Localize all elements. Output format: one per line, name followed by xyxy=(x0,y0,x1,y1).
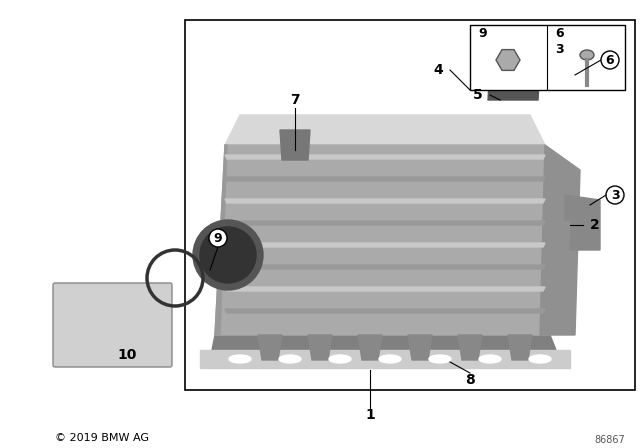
Ellipse shape xyxy=(479,355,501,363)
Polygon shape xyxy=(225,177,545,181)
Text: 3: 3 xyxy=(611,189,620,202)
Circle shape xyxy=(209,229,227,247)
Circle shape xyxy=(193,220,263,290)
Text: 1: 1 xyxy=(365,408,375,422)
Polygon shape xyxy=(308,335,332,360)
Polygon shape xyxy=(488,65,540,100)
Text: 8: 8 xyxy=(465,373,475,387)
Polygon shape xyxy=(215,145,227,335)
Ellipse shape xyxy=(580,50,594,60)
Polygon shape xyxy=(358,335,382,360)
Ellipse shape xyxy=(279,355,301,363)
Polygon shape xyxy=(225,287,545,291)
Text: 4: 4 xyxy=(433,63,443,77)
Polygon shape xyxy=(225,115,545,145)
Text: 86867: 86867 xyxy=(595,435,625,445)
Polygon shape xyxy=(215,145,550,335)
Circle shape xyxy=(200,227,256,283)
Ellipse shape xyxy=(429,355,451,363)
FancyBboxPatch shape xyxy=(53,283,172,367)
Polygon shape xyxy=(55,290,170,365)
Text: 9: 9 xyxy=(478,27,486,40)
Text: 10: 10 xyxy=(117,348,137,362)
Polygon shape xyxy=(458,335,482,360)
Polygon shape xyxy=(508,335,532,360)
Polygon shape xyxy=(565,195,600,250)
Ellipse shape xyxy=(379,355,401,363)
Text: 2: 2 xyxy=(590,218,600,232)
Circle shape xyxy=(606,186,624,204)
Ellipse shape xyxy=(229,355,251,363)
Polygon shape xyxy=(225,199,545,203)
Text: 9: 9 xyxy=(214,232,222,245)
Polygon shape xyxy=(540,145,580,335)
Text: 6: 6 xyxy=(555,27,564,40)
Bar xyxy=(185,20,635,390)
Text: 7: 7 xyxy=(290,93,300,107)
Polygon shape xyxy=(280,130,310,160)
Ellipse shape xyxy=(529,355,551,363)
Polygon shape xyxy=(225,221,545,225)
Polygon shape xyxy=(200,350,570,368)
Polygon shape xyxy=(225,265,545,269)
Bar xyxy=(470,25,625,90)
Ellipse shape xyxy=(329,355,351,363)
Polygon shape xyxy=(225,243,545,247)
Text: © 2019 BMW AG: © 2019 BMW AG xyxy=(55,433,149,443)
Text: 3: 3 xyxy=(555,43,564,56)
Polygon shape xyxy=(225,309,545,313)
Text: 6: 6 xyxy=(605,53,614,66)
Polygon shape xyxy=(258,335,282,360)
Circle shape xyxy=(601,51,619,69)
Polygon shape xyxy=(408,335,432,360)
Polygon shape xyxy=(225,155,545,159)
Text: 5: 5 xyxy=(473,88,483,102)
Polygon shape xyxy=(210,335,560,360)
